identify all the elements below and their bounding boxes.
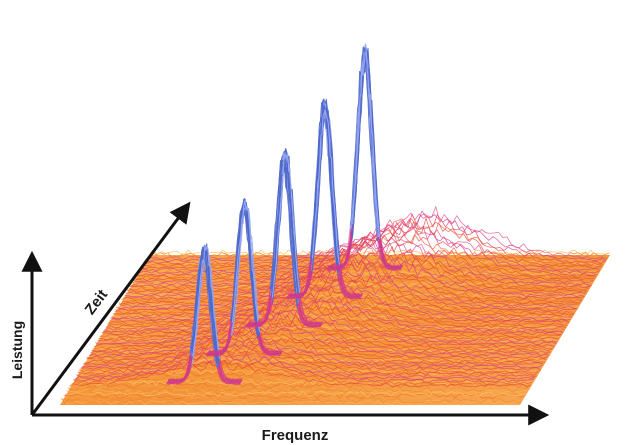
ridge-trace [99, 304, 560, 341]
frequency-axis-label: Frequenz [262, 427, 329, 444]
floor-trace [70, 382, 531, 389]
peak-traces [166, 43, 404, 386]
peak-trace-base [328, 58, 403, 268]
ridge-trace [76, 350, 537, 378]
floor-trace [62, 395, 523, 402]
floor-trace [72, 377, 534, 384]
ridge-trace [108, 284, 570, 324]
floor-trace [127, 286, 588, 293]
ridge-trace [91, 317, 553, 353]
floor-trace [135, 273, 596, 280]
peak-trace-tip [311, 107, 341, 271]
floor-trace [66, 388, 527, 395]
peak-trace-base [328, 48, 403, 269]
peak-trace-base [328, 47, 403, 269]
ridge-trace [74, 352, 536, 381]
ridge-trace [87, 327, 548, 360]
ridge-trace [80, 342, 541, 371]
ridge-trace [93, 317, 554, 350]
floor-trace [74, 375, 535, 382]
ridge-trace [135, 230, 597, 279]
peak-trace-tip [271, 147, 300, 298]
ridge-trace [86, 331, 547, 362]
floor-trace [67, 386, 528, 393]
floor-trace [60, 397, 522, 404]
ridge-trace [90, 322, 551, 354]
ridge-trace [79, 344, 540, 374]
peak-trace-tip [352, 51, 381, 240]
ridge-trace [142, 217, 604, 267]
floor-trace [68, 384, 530, 391]
floor-trace [144, 258, 605, 265]
floor-trace [63, 393, 525, 399]
ridge-trace [70, 361, 531, 388]
ridge-trace [117, 267, 578, 310]
spectrum-ridge-traces [70, 206, 608, 388]
floor-trace [114, 308, 575, 315]
time-axis [30, 201, 191, 416]
peak-trace-tip [191, 245, 221, 359]
peak-trace-tip [271, 152, 301, 298]
peak-trace-tip [310, 100, 339, 277]
floor-trace [89, 349, 551, 356]
floor-trace [129, 284, 590, 291]
ridge-trace [89, 325, 550, 357]
ridge-trace [124, 256, 585, 298]
peak-trace-tip [231, 200, 261, 332]
ridge-trace [106, 289, 567, 329]
ridge-trace [144, 213, 605, 265]
ridge-trace [128, 246, 590, 291]
floor-trace [77, 369, 539, 376]
peak-trace-tip [269, 151, 299, 307]
ridge-trace [96, 309, 557, 345]
ridge-trace [138, 225, 599, 274]
peak-trace-base [328, 62, 404, 268]
ridge-trace [107, 288, 568, 326]
ridge-trace [114, 273, 575, 315]
ridge-trace [101, 299, 563, 336]
power-axis-label: Leistung [9, 321, 25, 379]
ridge-trace [115, 271, 577, 312]
floor-trace [145, 256, 607, 262]
ridge-trace [94, 312, 555, 348]
ridge-trace [125, 249, 587, 296]
peak-trace-tip [231, 199, 260, 336]
ridge-trace [73, 358, 534, 383]
peak-trace-tip [311, 108, 341, 269]
ridge-trace [127, 250, 588, 293]
ridge-trace [104, 296, 566, 331]
floor-trace [65, 390, 526, 397]
ridge-trace [97, 307, 558, 343]
ridge-trace [140, 222, 601, 272]
peak-trace-base [327, 46, 402, 270]
ridge-trace [82, 339, 543, 369]
